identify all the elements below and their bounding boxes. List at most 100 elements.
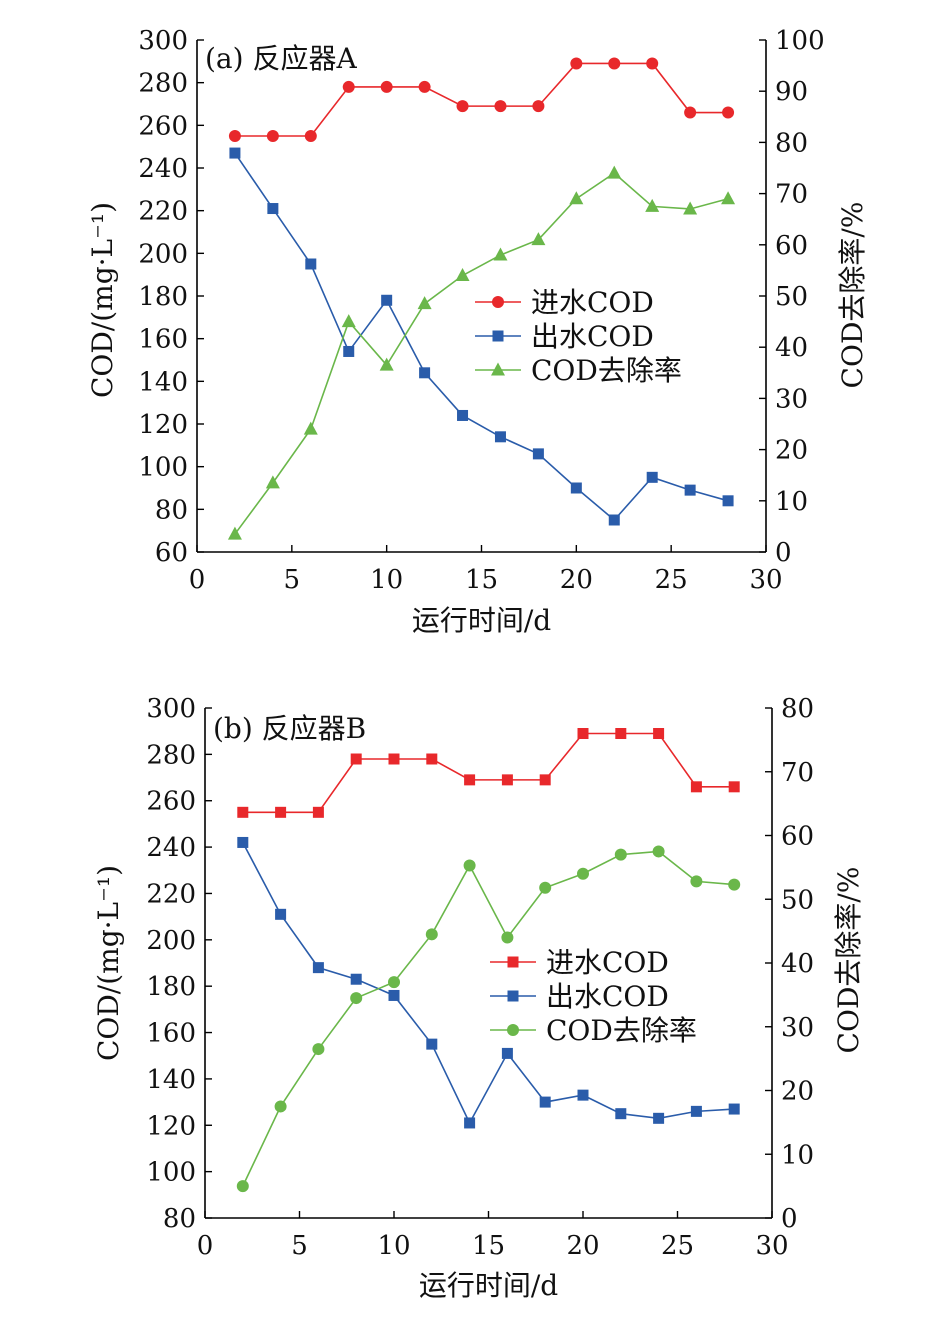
data-point xyxy=(607,165,622,179)
y2-axis-title: COD去除率/% xyxy=(836,202,869,389)
data-point xyxy=(690,1105,702,1117)
y-tick-label: 140 xyxy=(138,367,188,397)
data-point xyxy=(457,409,469,421)
data-point xyxy=(455,268,470,282)
data-point xyxy=(227,526,242,540)
y2-tick-label: 70 xyxy=(781,758,814,788)
y-tick-label: 120 xyxy=(138,410,188,440)
data-point xyxy=(653,1112,665,1124)
legend-label: 进水COD xyxy=(531,286,654,319)
series-line xyxy=(234,62,729,137)
data-point xyxy=(342,80,355,93)
y2-tick-label: 0 xyxy=(775,538,792,568)
x-tick-label: 30 xyxy=(755,1231,788,1261)
y-tick-label: 200 xyxy=(146,926,196,956)
y2-tick-label: 90 xyxy=(775,77,808,107)
x-tick-label: 15 xyxy=(472,1231,505,1261)
data-point xyxy=(456,100,469,113)
y-tick-label: 200 xyxy=(138,239,188,269)
series-line xyxy=(234,152,729,522)
x-tick-label: 10 xyxy=(377,1231,410,1261)
data-point xyxy=(388,753,400,765)
series-3 xyxy=(227,165,736,540)
data-point xyxy=(381,294,393,306)
data-point xyxy=(570,482,582,494)
y-tick-label: 160 xyxy=(138,325,188,355)
data-point xyxy=(312,1043,325,1056)
series-1 xyxy=(237,728,740,818)
data-point xyxy=(350,753,362,765)
data-point xyxy=(379,357,394,371)
series-1 xyxy=(228,57,735,142)
y-tick-label: 140 xyxy=(146,1065,196,1095)
data-point xyxy=(303,421,318,435)
data-point xyxy=(531,232,546,246)
x-tick-label: 20 xyxy=(560,565,593,595)
x-tick-label: 15 xyxy=(465,565,498,595)
legend-item: 出水COD xyxy=(475,320,654,353)
y-tick-label: 240 xyxy=(138,154,188,184)
y2-tick-label: 40 xyxy=(775,333,808,363)
legend-marker xyxy=(492,330,504,342)
y2-tick-label: 60 xyxy=(781,822,814,852)
legend-label: COD去除率 xyxy=(531,354,682,387)
data-point xyxy=(728,1103,740,1115)
x-tick-label: 5 xyxy=(284,565,301,595)
data-point xyxy=(615,1108,627,1120)
legend-marker xyxy=(492,296,504,308)
y2-tick-label: 50 xyxy=(781,885,814,915)
data-point xyxy=(501,931,514,944)
data-point xyxy=(532,448,544,460)
data-point xyxy=(570,57,583,70)
y2-tick-label: 30 xyxy=(775,384,808,414)
panel-label: (b) 反应器B xyxy=(213,712,366,745)
x-tick-label: 20 xyxy=(566,1231,599,1261)
data-point xyxy=(463,859,476,872)
data-point xyxy=(304,130,317,142)
legend-item: COD去除率 xyxy=(490,1014,697,1047)
data-point xyxy=(275,908,287,920)
data-point xyxy=(501,1047,513,1059)
legend-label: COD去除率 xyxy=(546,1014,697,1047)
data-point xyxy=(690,875,703,888)
y-tick-label: 260 xyxy=(138,111,188,141)
data-point xyxy=(684,484,696,496)
data-point xyxy=(343,345,355,357)
y-tick-label: 280 xyxy=(146,740,196,770)
data-point xyxy=(645,198,660,212)
data-point xyxy=(608,57,621,70)
y-tick-label: 80 xyxy=(163,1204,196,1234)
data-point xyxy=(494,431,506,443)
y-axis-title: COD/(mg·L⁻¹) xyxy=(86,202,119,398)
x-tick-label: 25 xyxy=(661,1231,694,1261)
data-point xyxy=(426,753,438,765)
y2-tick-label: 50 xyxy=(775,282,808,312)
y2-tick-label: 70 xyxy=(775,180,808,210)
y-tick-label: 100 xyxy=(146,1158,196,1188)
data-point xyxy=(388,989,400,1001)
data-point xyxy=(728,878,741,891)
legend-item: 进水COD xyxy=(475,286,654,319)
data-point xyxy=(266,130,279,142)
legend-marker xyxy=(507,990,519,1002)
y-tick-label: 120 xyxy=(146,1111,196,1141)
y-tick-label: 300 xyxy=(146,694,196,724)
y-tick-label: 80 xyxy=(155,495,188,525)
data-point xyxy=(684,106,697,119)
legend-marker xyxy=(507,1024,519,1036)
data-point xyxy=(532,100,545,113)
series-line xyxy=(242,732,735,814)
chart-panel-b: 0 5 10 15 20 25 308010012014016018020022024026… xyxy=(92,694,865,1302)
data-point xyxy=(274,1100,287,1113)
data-point xyxy=(501,774,513,786)
y2-tick-label: 20 xyxy=(775,436,808,466)
data-point xyxy=(464,1117,476,1129)
y-axis-title: COD/(mg·L⁻¹) xyxy=(92,865,125,1061)
data-point xyxy=(652,845,665,858)
data-point xyxy=(229,147,241,159)
y-tick-label: 300 xyxy=(138,26,188,56)
data-point xyxy=(721,191,736,205)
legend-marker xyxy=(491,362,505,376)
